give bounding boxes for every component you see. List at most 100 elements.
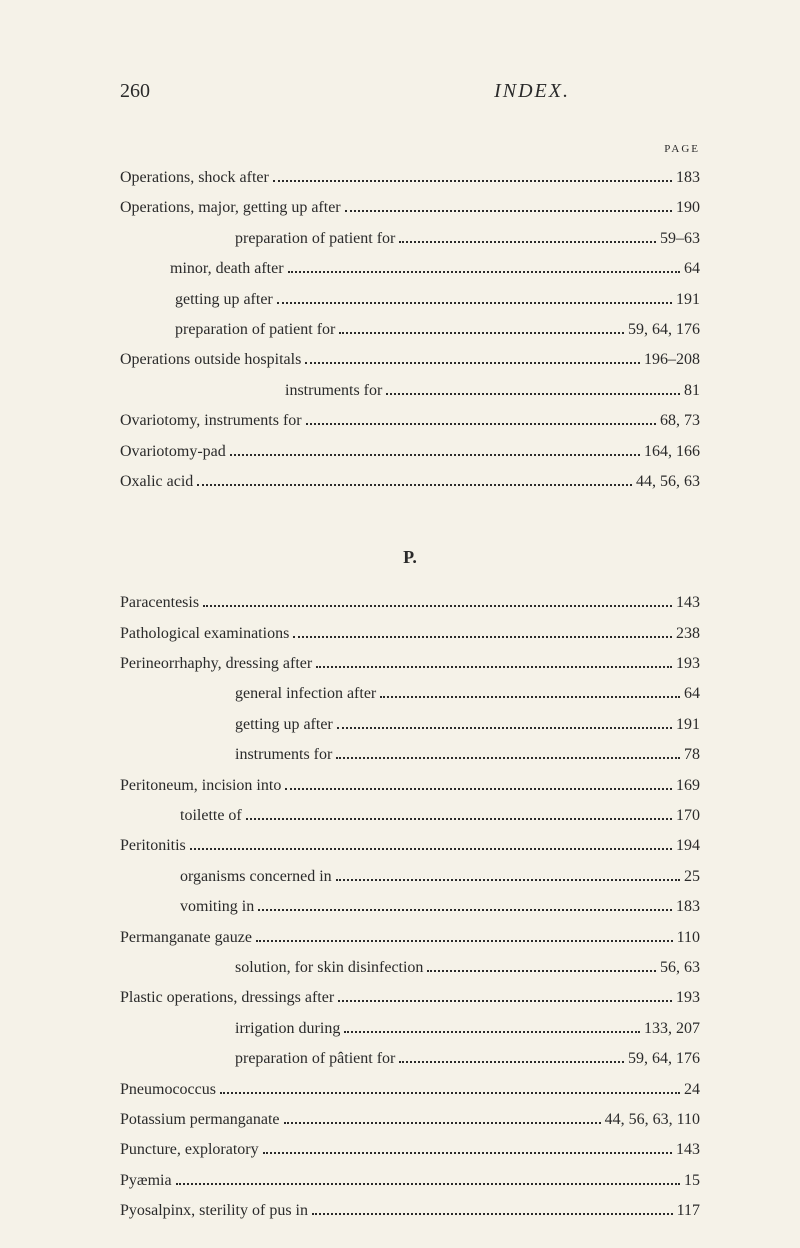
index-entry: Ovariotomy, instruments for68, 73 xyxy=(120,406,700,436)
entry-leader-dots xyxy=(293,636,672,638)
index-entry: solution, for skin disinfection 56, 63 xyxy=(120,953,700,983)
entry-page: 15 xyxy=(684,1166,700,1196)
entry-leader-dots xyxy=(386,393,680,395)
entry-leader-dots xyxy=(305,362,640,364)
index-entry: getting up after 191 xyxy=(120,710,700,740)
entry-page: 169 xyxy=(676,771,700,801)
entry-page: 164, 166 xyxy=(644,437,700,467)
index-entry: Permanganate gauze110 xyxy=(120,923,700,953)
entry-leader-dots xyxy=(203,605,672,607)
entry-page: 64 xyxy=(684,254,700,284)
entry-text: preparation of patient for xyxy=(175,315,335,345)
entry-page: 143 xyxy=(676,1135,700,1165)
index-entry: Pneumococcus24 xyxy=(120,1075,700,1105)
entry-page: 143 xyxy=(676,588,700,618)
entry-leader-dots xyxy=(316,666,672,668)
entry-text: Oxalic acid xyxy=(120,467,193,497)
entry-text: instruments for xyxy=(235,740,332,770)
index-section-o: Operations, shock after 183 Operations, ma… xyxy=(120,163,700,497)
section-letter-p: P. xyxy=(120,547,700,568)
entry-text: Pathological examinations xyxy=(120,619,289,649)
index-entry: Paracentesis 143 xyxy=(120,588,700,618)
entry-page: 78 xyxy=(684,740,700,770)
entry-page: 110 xyxy=(677,923,700,953)
index-entry: toilette of 170 xyxy=(120,801,700,831)
entry-leader-dots xyxy=(336,757,680,759)
index-entry: instruments for81 xyxy=(120,376,700,406)
entry-page: 170 xyxy=(676,801,700,831)
index-entry: Pyæmia15 xyxy=(120,1166,700,1196)
entry-leader-dots xyxy=(197,484,632,486)
index-entry: Perineorrhaphy, dressing after193 xyxy=(120,649,700,679)
entry-text: getting up after xyxy=(235,710,333,740)
entry-text: toilette of xyxy=(180,801,242,831)
index-entry: preparation of patient for 59, 64, 176 xyxy=(120,315,700,345)
entry-page: 59–63 xyxy=(660,224,700,254)
entry-leader-dots xyxy=(427,970,656,972)
index-entry: Operations outside hospitals 196–208 xyxy=(120,345,700,375)
index-section-p: Paracentesis143Pathological examinations… xyxy=(120,588,700,1226)
entry-page: 44, 56, 63, 110 xyxy=(605,1105,700,1135)
entry-text: Perineorrhaphy, dressing after xyxy=(120,649,312,679)
entry-leader-dots xyxy=(312,1213,673,1215)
index-entry: Plastic operations, dressings after 193 xyxy=(120,983,700,1013)
entry-page: 68, 73 xyxy=(660,406,700,436)
entry-leader-dots xyxy=(337,727,672,729)
entry-leader-dots xyxy=(399,241,656,243)
entry-leader-dots xyxy=(380,696,680,698)
entry-text: Ovariotomy-pad xyxy=(120,437,226,467)
entry-leader-dots xyxy=(344,1031,640,1033)
entry-page: 64 xyxy=(684,679,700,709)
index-entry: Operations, shock after 183 xyxy=(120,163,700,193)
entry-text: Peritoneum, incision into xyxy=(120,771,281,801)
entry-leader-dots xyxy=(273,180,672,182)
entry-text: Operations outside hospitals xyxy=(120,345,301,375)
entry-page: 117 xyxy=(677,1196,700,1226)
entry-page: 24 xyxy=(684,1075,700,1105)
index-entry: irrigation during133, 207 xyxy=(120,1014,700,1044)
entry-leader-dots xyxy=(190,848,672,850)
index-entry: Potassium permanganate44, 56, 63, 110 xyxy=(120,1105,700,1135)
entry-page: 59, 64, 176 xyxy=(628,315,700,345)
entry-page: 183 xyxy=(676,892,700,922)
entry-text: Paracentesis xyxy=(120,588,199,618)
entry-leader-dots xyxy=(399,1061,624,1063)
index-entry: Puncture, exploratory 143 xyxy=(120,1135,700,1165)
index-entry: preparation of patient for 59–63 xyxy=(120,224,700,254)
entry-leader-dots xyxy=(284,1122,601,1124)
entry-leader-dots xyxy=(306,423,656,425)
entry-text: Puncture, exploratory xyxy=(120,1135,259,1165)
entry-page: 193 xyxy=(676,983,700,1013)
entry-page: 194 xyxy=(676,831,700,861)
index-entry: getting up after191 xyxy=(120,285,700,315)
index-entry: vomiting in183 xyxy=(120,892,700,922)
entry-leader-dots xyxy=(345,210,672,212)
entry-leader-dots xyxy=(220,1092,680,1094)
entry-leader-dots xyxy=(256,940,673,942)
entry-page: 196–208 xyxy=(644,345,700,375)
entry-text: instruments for xyxy=(285,376,382,406)
entry-text: preparation of pâtient for xyxy=(235,1044,395,1074)
entry-text: preparation of patient for xyxy=(235,224,395,254)
index-entry: minor, death after64 xyxy=(120,254,700,284)
index-entry: general infection after64 xyxy=(120,679,700,709)
entry-page: 56, 63 xyxy=(660,953,700,983)
entry-text: Operations, shock after xyxy=(120,163,269,193)
entry-text: irrigation during xyxy=(235,1014,340,1044)
entry-leader-dots xyxy=(176,1183,680,1185)
entry-page: 190 xyxy=(676,193,700,223)
entry-leader-dots xyxy=(263,1152,672,1154)
entry-page: 191 xyxy=(676,710,700,740)
entry-page: 183 xyxy=(676,163,700,193)
entry-leader-dots xyxy=(288,271,680,273)
entry-text: Plastic operations, dressings after xyxy=(120,983,334,1013)
entry-leader-dots xyxy=(258,909,672,911)
entry-leader-dots xyxy=(230,454,640,456)
entry-text: Operations, major, getting up after xyxy=(120,193,341,223)
index-entry: Pathological examinations238 xyxy=(120,619,700,649)
entry-text: solution, for skin disinfection xyxy=(235,953,423,983)
entry-text: Pyosalpinx, sterility of pus in xyxy=(120,1196,308,1226)
index-entry: Pyosalpinx, sterility of pus in 117 xyxy=(120,1196,700,1226)
entry-leader-dots xyxy=(285,788,672,790)
entry-page: 59, 64, 176 xyxy=(628,1044,700,1074)
